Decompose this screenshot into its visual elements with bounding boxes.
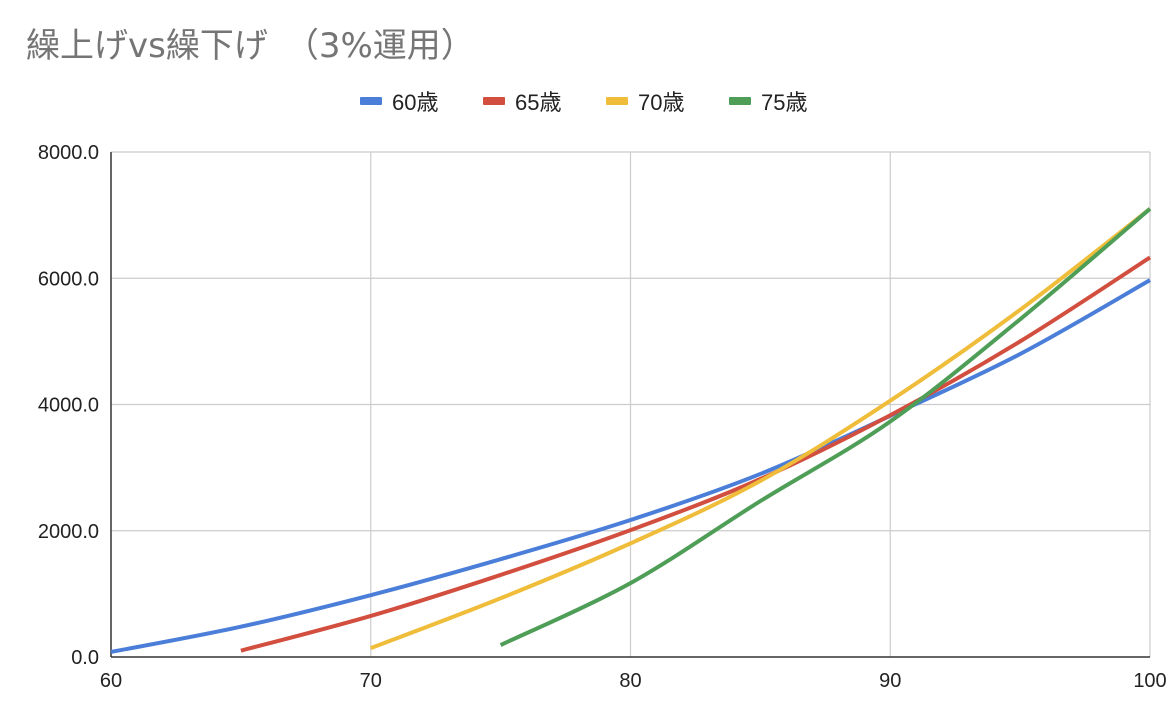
y-tick-label-1: 2000.0 (38, 521, 99, 543)
legend-item-65[interactable]: 65歳 (483, 86, 561, 116)
x-tick-label-3: 90 (879, 670, 901, 692)
legend-swatch-70 (606, 97, 628, 105)
tick-labels: 0.0 2000.0 4000.0 6000.0 8000.0 60 70 80 90 100 (38, 142, 1167, 692)
y-tick-label-4: 8000.0 (38, 142, 99, 164)
legend: 60歳 65歳 70歳 75歳 (0, 86, 1172, 116)
series-line-0 (110, 278, 1151, 654)
legend-item-70[interactable]: 70歳 (606, 86, 684, 116)
axes (110, 152, 1150, 658)
legend-item-75[interactable]: 75歳 (729, 86, 807, 116)
gridlines (111, 151, 1151, 657)
legend-item-60[interactable]: 60歳 (360, 86, 438, 116)
series-line-3 (499, 207, 1152, 647)
series-line-1 (240, 255, 1152, 653)
x-tick-label-1: 70 (360, 670, 382, 692)
y-tick-label-0: 0.0 (71, 647, 99, 669)
legend-swatch-75 (729, 97, 751, 105)
legend-label-65: 65歳 (515, 90, 562, 115)
chart-title: 繰上げvs繰下げ （3%運用） (26, 26, 475, 66)
series-lines (110, 207, 1152, 654)
series-line-2 (370, 207, 1152, 651)
legend-label-60: 60歳 (392, 90, 439, 115)
x-tick-label-4: 100 (1133, 670, 1166, 692)
x-tick-label-2: 80 (619, 670, 641, 692)
legend-label-70: 70歳 (638, 90, 685, 115)
legend-label-75: 75歳 (761, 90, 808, 115)
legend-swatch-65 (483, 97, 505, 105)
x-tick-label-0: 60 (100, 670, 122, 692)
y-tick-label-3: 6000.0 (38, 268, 99, 290)
legend-swatch-60 (360, 97, 382, 105)
y-tick-label-2: 4000.0 (38, 395, 99, 417)
